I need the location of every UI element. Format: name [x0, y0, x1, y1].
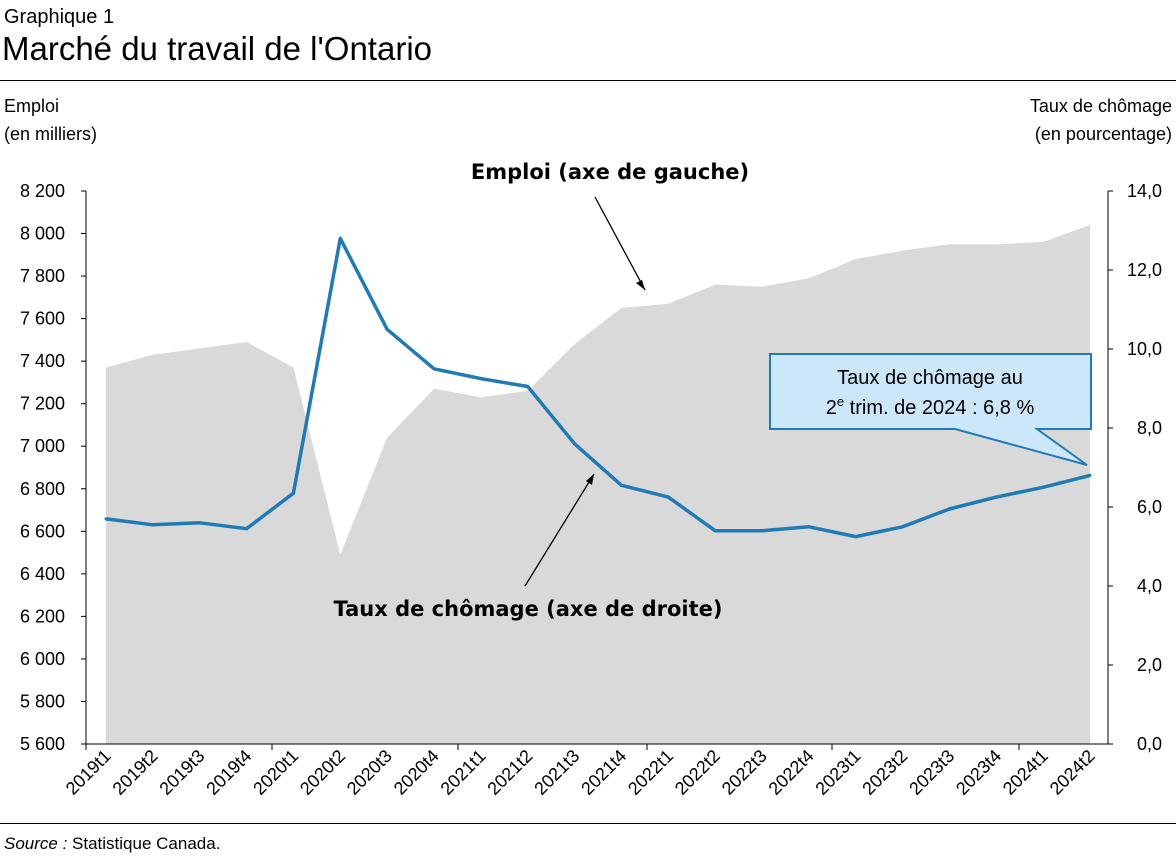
unemployment-point	[291, 491, 295, 495]
bottom-rule	[0, 823, 1176, 824]
unemployment-point	[573, 442, 577, 446]
employment-area	[106, 225, 1090, 744]
x-tick-label: 2020t3	[343, 746, 396, 799]
callout-line2: 2e trim. de 2024 : 6,8 %	[826, 394, 1035, 419]
left-tick-label: 6 800	[20, 479, 65, 499]
callout-line2-rest: trim. de 2024 : 6,8 %	[844, 397, 1034, 419]
x-tick-label: 2022t4	[765, 746, 818, 799]
x-tick-label: 2019t2	[109, 746, 162, 799]
x-tick-label: 2022t3	[718, 746, 771, 799]
x-tick-label: 2021t1	[437, 746, 490, 799]
x-tick-label: 2023t3	[905, 746, 958, 799]
left-tick-label: 6 600	[20, 521, 65, 541]
unemployment-arrow-line	[524, 473, 595, 587]
employment-series-label: Emploi (axe de gauche)	[471, 160, 749, 184]
unemployment-point	[385, 327, 389, 331]
x-tick-label: 2023t1	[811, 746, 864, 799]
right-tick-label: 8,0	[1137, 418, 1162, 438]
x-tick-label: 2021t4	[577, 746, 630, 799]
right-tick-label: 6,0	[1137, 497, 1162, 517]
source-label: Source :	[4, 834, 68, 853]
unemployment-point	[619, 483, 623, 487]
x-tick-label: 2019t1	[62, 746, 115, 799]
right-tick-label: 0,0	[1137, 734, 1162, 754]
unemployment-point	[1088, 473, 1092, 477]
unemployment-point	[479, 377, 483, 381]
employment-arrow-line	[594, 196, 646, 291]
right-tick-label: 14,0	[1127, 181, 1162, 201]
callout-box	[769, 353, 1092, 466]
left-tick-label: 6 400	[20, 564, 65, 584]
unemployment-point	[807, 525, 811, 529]
left-tick-label: 5 800	[20, 691, 65, 711]
x-tick-label: 2020t2	[296, 746, 349, 799]
left-axis-label-line1: Emploi	[4, 96, 60, 116]
unemployment-point	[760, 529, 764, 533]
unemployment-point	[104, 517, 108, 521]
x-tick-label: 2024t1	[999, 746, 1052, 799]
right-tick-label: 2,0	[1137, 655, 1162, 675]
unemployment-point	[198, 521, 202, 525]
right-tick-label: 4,0	[1137, 576, 1162, 596]
callout-line2-num: 2	[826, 397, 837, 419]
x-tick-label: 2023t2	[858, 746, 911, 799]
left-tick-label: 8 000	[20, 224, 65, 244]
unemployment-point	[854, 535, 858, 539]
employment-arrow-head	[636, 280, 645, 290]
left-axis-label: Emploi (en milliers)	[4, 92, 97, 148]
unemployment-point	[901, 525, 905, 529]
chart-title: Marché du travail de l'Ontario	[2, 30, 432, 67]
unemployment-point	[713, 529, 717, 533]
x-tick-label: 2022t1	[624, 746, 677, 799]
chart-subtitle: Graphique 1	[4, 6, 115, 28]
x-tick-label: 2019t3	[155, 746, 208, 799]
annotation-layer: Emploi (axe de gauche) Taux de chômage (…	[334, 160, 1092, 621]
left-tick-label: 7 200	[20, 394, 65, 414]
right-axis-label-line2: (en pourcentage)	[1034, 124, 1172, 144]
unemployment-point	[994, 495, 998, 499]
right-tick-label: 12,0	[1127, 260, 1162, 280]
x-tick-label: 2024t2	[1046, 746, 1099, 799]
x-tick-label: 2021t3	[530, 746, 583, 799]
right-axis-label-line1: Taux de chômage	[1029, 96, 1172, 116]
left-tick-label: 7 400	[20, 351, 65, 371]
right-tick-label: 10,0	[1127, 339, 1162, 359]
left-tick-label: 8 200	[20, 181, 65, 201]
left-tick-label: 7 800	[20, 266, 65, 286]
x-tick-label: 2021t2	[483, 746, 536, 799]
source-note: Source : Statistique Canada.	[4, 834, 220, 854]
x-tick-label: 2019t4	[202, 746, 255, 799]
unemployment-point	[947, 507, 951, 511]
left-tick-label: 7 000	[20, 436, 65, 456]
unemployment-arrow-head	[586, 474, 594, 485]
left-tick-label: 6 000	[20, 649, 65, 669]
left-axis-label-line2: (en milliers)	[4, 124, 98, 144]
unemployment-line	[105, 236, 1091, 539]
x-tick-label: 2023t4	[952, 746, 1005, 799]
unemployment-point	[526, 385, 530, 388]
unemployment-point	[338, 236, 342, 240]
area-layer	[106, 225, 1090, 744]
unemployment-point	[1041, 485, 1045, 489]
unemployment-point	[666, 495, 670, 499]
line-layer	[104, 236, 1092, 539]
top-rule	[0, 80, 1176, 81]
source-text: Statistique Canada.	[67, 834, 221, 853]
left-tick-label: 7 600	[20, 309, 65, 329]
left-tick-label: 6 200	[20, 606, 65, 626]
right-axis-label: Taux de chômage (en pourcentage)	[1030, 92, 1172, 148]
unemployment-point	[432, 367, 436, 371]
callout-line1: Taux de chômage au	[837, 367, 1023, 389]
x-tick-label: 2020t4	[390, 746, 443, 799]
callout-line2-sup: e	[837, 394, 844, 409]
left-tick-label: 5 600	[20, 734, 65, 754]
unemployment-point	[245, 527, 249, 531]
unemployment-point	[151, 523, 155, 527]
unemployment-series-label: Taux de chômage (axe de droite)	[334, 597, 723, 621]
x-tick-label: 2022t2	[671, 746, 724, 799]
x-tick-label: 2020t1	[249, 746, 302, 799]
